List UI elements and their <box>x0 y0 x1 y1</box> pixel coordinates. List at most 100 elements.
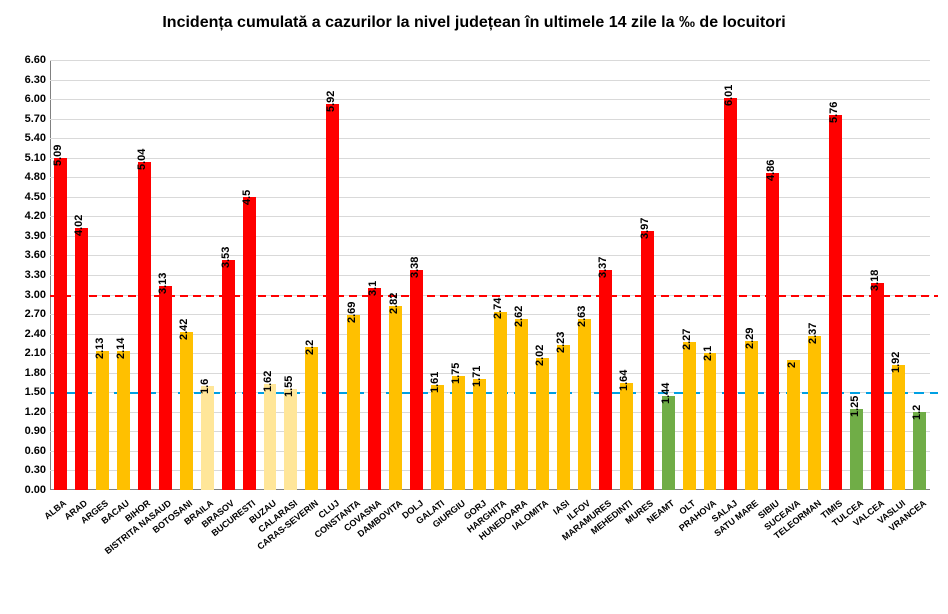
bar <box>180 332 193 490</box>
gridline <box>50 119 930 120</box>
chart-container: Incidența cumulată a cazurilor la nivel … <box>0 0 948 614</box>
bar-value-label: 2.74 <box>492 298 504 319</box>
bar-value-label: 5.09 <box>52 145 64 166</box>
bar-value-label: 2 <box>786 362 798 368</box>
bar-value-label: 1.44 <box>660 383 672 404</box>
y-tick-label: 1.80 <box>2 367 46 379</box>
bar-value-label: 3.13 <box>157 273 169 294</box>
y-tick-label: 4.20 <box>2 210 46 222</box>
bar <box>829 115 842 490</box>
y-tick-label: 2.40 <box>2 328 46 340</box>
bar-value-label: 4.02 <box>73 215 85 236</box>
bar <box>389 306 402 490</box>
bar <box>452 376 465 490</box>
bar <box>96 351 109 490</box>
y-tick-label: 0.00 <box>2 484 46 496</box>
bar-value-label: 2.2 <box>304 339 316 354</box>
bar <box>305 347 318 490</box>
bar-value-label: 3.1 <box>367 281 379 296</box>
bar-value-label: 3.38 <box>409 256 421 277</box>
bar <box>515 319 528 490</box>
bar-value-label: 2.69 <box>346 301 358 322</box>
y-tick-label: 2.70 <box>2 308 46 320</box>
gridline <box>50 197 930 198</box>
bar-value-label: 2.37 <box>807 322 819 343</box>
y-tick-label: 3.30 <box>2 269 46 281</box>
bar <box>201 386 214 490</box>
reference-line <box>50 295 938 297</box>
bar <box>75 228 88 490</box>
bar <box>578 319 591 490</box>
y-tick-label: 1.50 <box>2 386 46 398</box>
gridline <box>50 314 930 315</box>
y-tick-label: 0.60 <box>2 445 46 457</box>
bar <box>683 342 696 490</box>
bar <box>724 98 737 490</box>
y-tick-label: 6.60 <box>2 54 46 66</box>
gridline <box>50 60 930 61</box>
gridline <box>50 216 930 217</box>
y-tick-label: 5.40 <box>2 132 46 144</box>
gridline <box>50 138 930 139</box>
y-tick-label: 2.10 <box>2 347 46 359</box>
bar <box>620 383 633 490</box>
bar <box>284 389 297 490</box>
bar-value-label: 2.42 <box>178 319 190 340</box>
y-tick-label: 4.80 <box>2 171 46 183</box>
chart-title: Incidența cumulată a cazurilor la nivel … <box>0 14 948 32</box>
y-tick-label: 1.20 <box>2 406 46 418</box>
bar-value-label: 3.37 <box>597 257 609 278</box>
bar-value-label: 1.2 <box>911 405 923 420</box>
bar-value-label: 3.97 <box>639 218 651 239</box>
bar-value-label: 1.62 <box>262 371 274 392</box>
y-tick-label: 3.90 <box>2 230 46 242</box>
bar-value-label: 5.76 <box>828 101 840 122</box>
bar <box>871 283 884 490</box>
bar-value-label: 1.71 <box>471 365 483 386</box>
bar <box>641 231 654 490</box>
y-tick-label: 5.70 <box>2 113 46 125</box>
bar-value-label: 1.61 <box>429 372 441 393</box>
bar <box>243 197 256 490</box>
bar <box>850 409 863 490</box>
bar-value-label: 1.75 <box>450 363 462 384</box>
bar <box>913 412 926 490</box>
bar-value-label: 1.92 <box>890 351 902 372</box>
y-tick-label: 6.00 <box>2 93 46 105</box>
y-tick-label: 5.10 <box>2 152 46 164</box>
bar <box>117 351 130 490</box>
y-tick-label: 3.00 <box>2 289 46 301</box>
bar <box>159 286 172 490</box>
bar <box>557 345 570 490</box>
gridline <box>50 80 930 81</box>
bar <box>264 384 277 490</box>
bar <box>138 162 151 490</box>
bar-value-label: 2.1 <box>702 346 714 361</box>
bar-value-label: 1.55 <box>283 376 295 397</box>
bar <box>766 173 779 490</box>
gridline <box>50 99 930 100</box>
bar-value-label: 4.5 <box>241 190 253 205</box>
y-tick-label: 6.30 <box>2 74 46 86</box>
y-tick-label: 0.90 <box>2 425 46 437</box>
bar-value-label: 3.53 <box>220 247 232 268</box>
bar-value-label: 2.14 <box>115 337 127 358</box>
bar <box>473 379 486 490</box>
bar-value-label: 5.92 <box>325 91 337 112</box>
bar <box>808 336 821 490</box>
y-tick-label: 4.50 <box>2 191 46 203</box>
bar <box>410 270 423 490</box>
bar <box>431 385 444 490</box>
bar-value-label: 2.82 <box>388 293 400 314</box>
bar <box>662 396 675 490</box>
bar-value-label: 5.04 <box>136 148 148 169</box>
bar <box>347 315 360 490</box>
bar-value-label: 1.25 <box>849 395 861 416</box>
bar-value-label: 2.63 <box>576 305 588 326</box>
bar-value-label: 1.6 <box>199 378 211 393</box>
bar <box>54 158 67 490</box>
bar <box>787 360 800 490</box>
bar-value-label: 2.23 <box>555 331 567 352</box>
y-tick-label: 0.30 <box>2 464 46 476</box>
gridline <box>50 177 930 178</box>
